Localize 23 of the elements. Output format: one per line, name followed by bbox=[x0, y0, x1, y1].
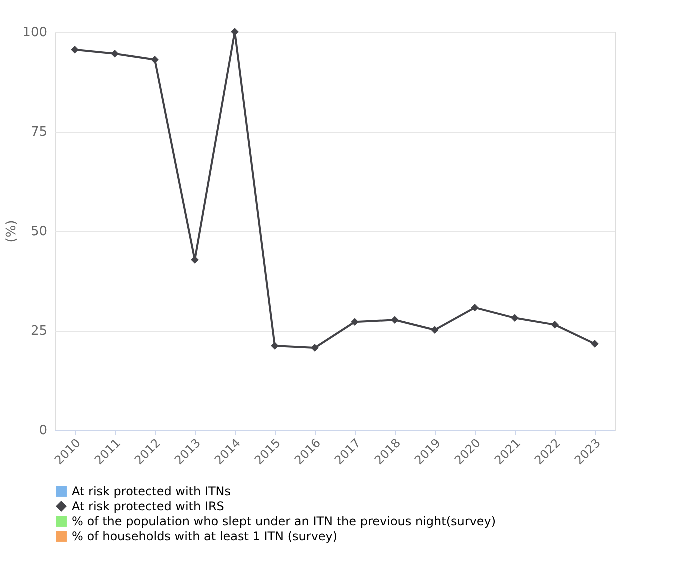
y-tick-label: 100 bbox=[22, 26, 48, 40]
point bbox=[391, 316, 399, 324]
y-tick-label: 75 bbox=[30, 125, 48, 140]
point bbox=[111, 50, 119, 58]
legend-label: At risk protected with IRS bbox=[72, 500, 224, 514]
point bbox=[271, 342, 279, 350]
point bbox=[71, 46, 79, 54]
y-tick-label: 25 bbox=[30, 324, 48, 339]
y-axis-title: (%) bbox=[4, 220, 20, 243]
legend-label: % of the population who slept under an ITN the previous night(survey) bbox=[72, 514, 496, 528]
point bbox=[151, 56, 159, 64]
point bbox=[511, 314, 519, 322]
point bbox=[231, 28, 239, 36]
y-tick-label: 50 bbox=[30, 224, 48, 240]
point bbox=[311, 344, 319, 352]
y-tick-label: 0 bbox=[39, 424, 48, 438]
point bbox=[431, 326, 439, 334]
legend-label: At risk protected with ITNs bbox=[72, 484, 232, 498]
point bbox=[591, 340, 599, 348]
legend-label: % of households with at least 1 ITN (survey) bbox=[72, 530, 338, 544]
point bbox=[351, 318, 359, 326]
point bbox=[551, 321, 559, 329]
point bbox=[471, 304, 479, 312]
